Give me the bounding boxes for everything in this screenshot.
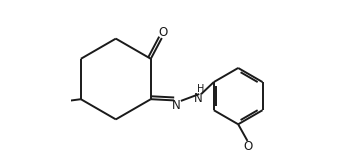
Text: H: H	[197, 84, 204, 94]
Text: N: N	[172, 99, 181, 112]
Text: N: N	[194, 92, 202, 105]
Text: O: O	[243, 140, 253, 153]
Text: O: O	[158, 26, 168, 39]
